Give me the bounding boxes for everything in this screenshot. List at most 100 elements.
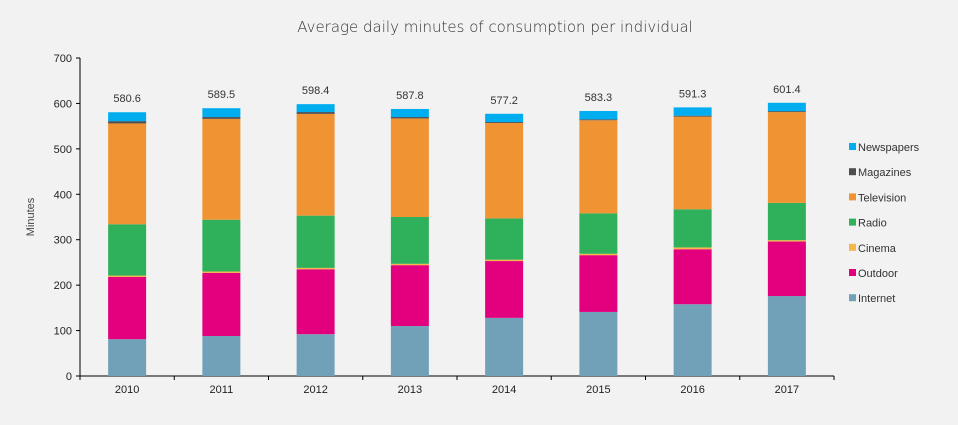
bar-segment-radio-2011 (202, 219, 241, 272)
total-label: 587.8 (396, 90, 424, 102)
bar-stack-2016 (673, 107, 712, 376)
x-tick-label: 2017 (775, 384, 799, 396)
bar-segment-internet-2013 (390, 326, 429, 376)
legend-item-outdoor: Outdoor (849, 268, 898, 280)
y-tick-label: 300 (54, 235, 72, 247)
bar-segment-cinema-2010 (108, 275, 147, 277)
bar-segment-internet-2012 (296, 334, 335, 376)
bar-segment-internet-2010 (108, 339, 147, 376)
bar-segment-magazines-2017 (767, 111, 806, 113)
chart-title: Average daily minutes of consumption per… (297, 18, 693, 36)
bar-segment-magazines-2011 (202, 117, 241, 119)
bar-stack-2010 (108, 112, 147, 376)
bar-segment-outdoor-2012 (296, 269, 335, 335)
bar-segment-cinema-2015 (579, 253, 618, 256)
bar-segment-magazines-2016 (673, 115, 712, 117)
bar-segment-television-2016 (673, 116, 712, 210)
bar-stack-2014 (485, 113, 524, 376)
bar-segment-cinema-2013 (390, 263, 429, 266)
y-tick-label: 200 (54, 280, 72, 292)
bar-segment-radio-2010 (108, 224, 147, 276)
bar-segment-magazines-2014 (485, 122, 524, 123)
bar-segment-internet-2015 (579, 311, 618, 376)
bar-segment-newspapers-2011 (202, 108, 241, 118)
bar-segment-television-2013 (390, 118, 429, 217)
total-label: 577.2 (490, 95, 518, 107)
bar-segment-cinema-2014 (485, 259, 524, 262)
bar-stack-2017 (767, 102, 806, 376)
bar-segment-television-2017 (767, 112, 806, 203)
x-tick-label: 2015 (586, 384, 610, 396)
bar-segment-newspapers-2015 (579, 111, 618, 120)
bar-segment-internet-2011 (202, 336, 241, 376)
bar-segment-newspapers-2017 (767, 102, 806, 112)
legend-label: Outdoor (858, 268, 898, 280)
legend-swatch (849, 218, 856, 226)
bar-segment-newspapers-2010 (108, 112, 147, 122)
bar-segment-magazines-2010 (108, 121, 147, 124)
legend-item-cinema: Cinema (849, 243, 897, 255)
total-labels: 580.6 589.5 598.4 587.8 577.2 583.3 591.3 601.4 (113, 84, 800, 107)
bar-segment-outdoor-2011 (202, 272, 241, 337)
legend-item-newspapers: Newspapers (849, 142, 920, 154)
bar-segment-radio-2015 (579, 213, 618, 254)
legend-swatch (849, 243, 856, 251)
bar-segment-radio-2014 (485, 218, 524, 260)
bar-segment-cinema-2011 (202, 271, 241, 273)
bar-segment-outdoor-2015 (579, 255, 618, 312)
legend-label: Magazines (858, 167, 912, 179)
total-label: 580.6 (113, 93, 141, 105)
total-label: 589.5 (208, 89, 236, 101)
bar-segment-cinema-2017 (767, 240, 806, 242)
x-tick-label: 2012 (303, 384, 327, 396)
y-tick-label: 700 (54, 53, 72, 65)
y-tick-label: 600 (54, 98, 72, 110)
legend-label: Radio (858, 218, 887, 230)
bar-segment-television-2014 (485, 122, 524, 219)
legend-label: Cinema (858, 243, 897, 255)
bar-stack-2011 (202, 108, 241, 376)
x-tick-label: 2011 (210, 384, 234, 396)
bars (108, 102, 806, 376)
bar-segment-television-2011 (202, 118, 241, 220)
bar-segment-radio-2012 (296, 215, 335, 268)
bar-segment-internet-2014 (485, 317, 524, 376)
bar-segment-cinema-2016 (673, 247, 712, 250)
bar-segment-cinema-2012 (296, 267, 335, 270)
y-tick-label: 400 (54, 189, 72, 201)
x-tick-label: 2014 (492, 384, 516, 396)
y-axis: 0 100 200 300 400 500 600 700 (54, 53, 81, 383)
bar-segment-newspapers-2016 (673, 107, 712, 116)
legend-label: Television (858, 192, 906, 204)
total-label: 591.3 (679, 88, 707, 100)
bar-segment-television-2015 (579, 120, 618, 214)
y-tick-label: 500 (54, 144, 72, 156)
bar-stack-2013 (390, 108, 429, 376)
legend: Newspapers Magazines Television Radio Cinema… (849, 142, 920, 305)
x-tick-label: 2013 (398, 384, 422, 396)
bar-segment-television-2012 (296, 113, 335, 216)
y-axis-label: Minutes (25, 197, 37, 236)
bar-segment-outdoor-2016 (673, 249, 712, 305)
bar-segment-outdoor-2014 (485, 261, 524, 318)
bar-stack-2015 (579, 111, 618, 376)
bar-segment-outdoor-2013 (390, 265, 429, 327)
bar-segment-newspapers-2014 (485, 113, 524, 123)
bar-segment-radio-2016 (673, 209, 712, 248)
bar-segment-newspapers-2013 (390, 108, 429, 118)
legend-swatch (849, 294, 856, 302)
x-tick-label: 2010 (115, 384, 139, 396)
bar-stack-2012 (296, 104, 335, 376)
bar-segment-newspapers-2012 (296, 104, 335, 113)
legend-swatch (849, 143, 856, 150)
y-tick-label: 0 (66, 371, 72, 383)
bar-segment-radio-2013 (390, 217, 429, 264)
legend-item-internet: Internet (849, 293, 895, 305)
legend-label: Newspapers (858, 142, 920, 154)
legend-swatch (849, 193, 856, 201)
bar-segment-internet-2017 (767, 296, 806, 376)
legend-swatch (849, 168, 856, 176)
legend-swatch (849, 269, 856, 276)
legend-item-radio: Radio (849, 218, 887, 230)
